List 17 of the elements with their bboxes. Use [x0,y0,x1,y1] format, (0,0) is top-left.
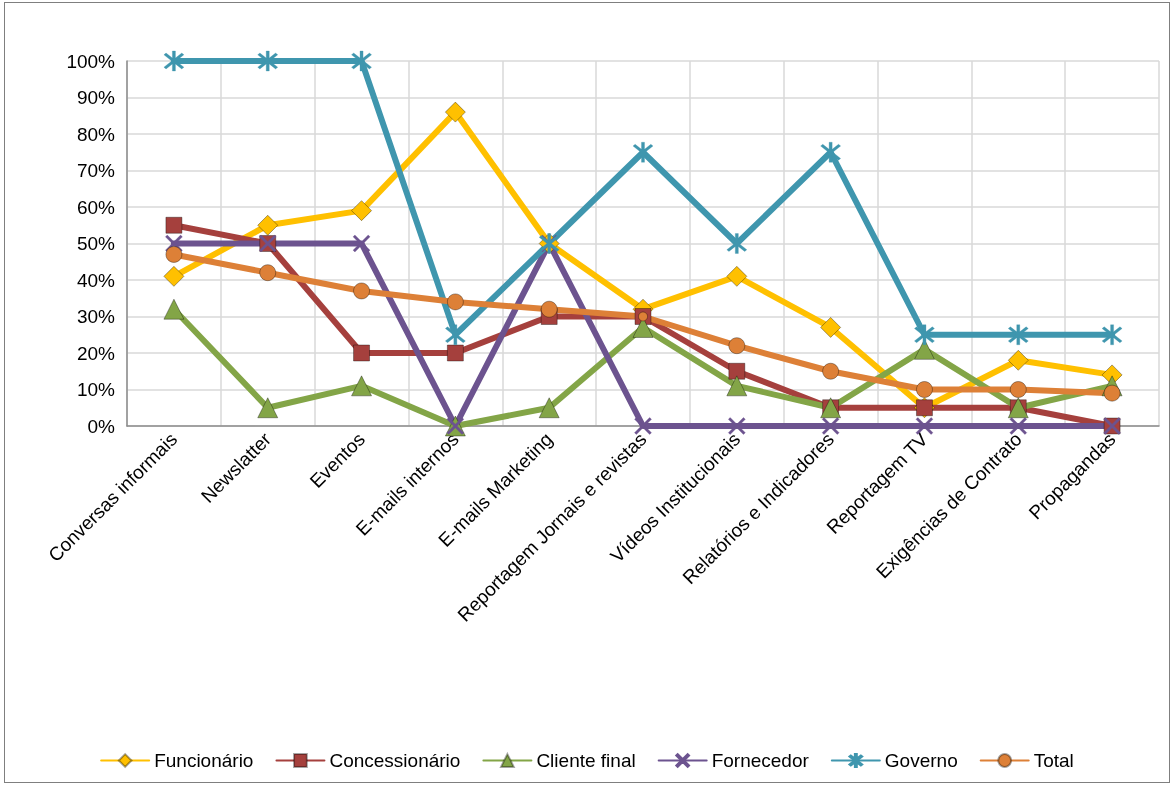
y-tick-label: 40% [76,269,116,291]
legend-label: Concessionário [329,750,461,771]
y-tick-label: 50% [76,233,116,254]
legend-label: Fornecedor [711,750,810,771]
y-tick-label: 90% [76,87,116,108]
y-tick-label: 60% [76,196,116,218]
legend-label: Governo [884,750,958,771]
y-tick-label: 80% [76,123,116,145]
legend-label: Cliente final [536,750,636,771]
y-tick-label: 70% [76,160,116,181]
y-tick-label: 10% [76,379,116,400]
y-tick-label: 100% [66,50,116,72]
y-tick-label: 30% [76,306,116,327]
legend-label: Funcionário [154,750,254,771]
legend-label: Total [1033,750,1074,771]
y-tick-label: 20% [76,342,116,364]
y-tick-label: 0% [87,415,116,437]
